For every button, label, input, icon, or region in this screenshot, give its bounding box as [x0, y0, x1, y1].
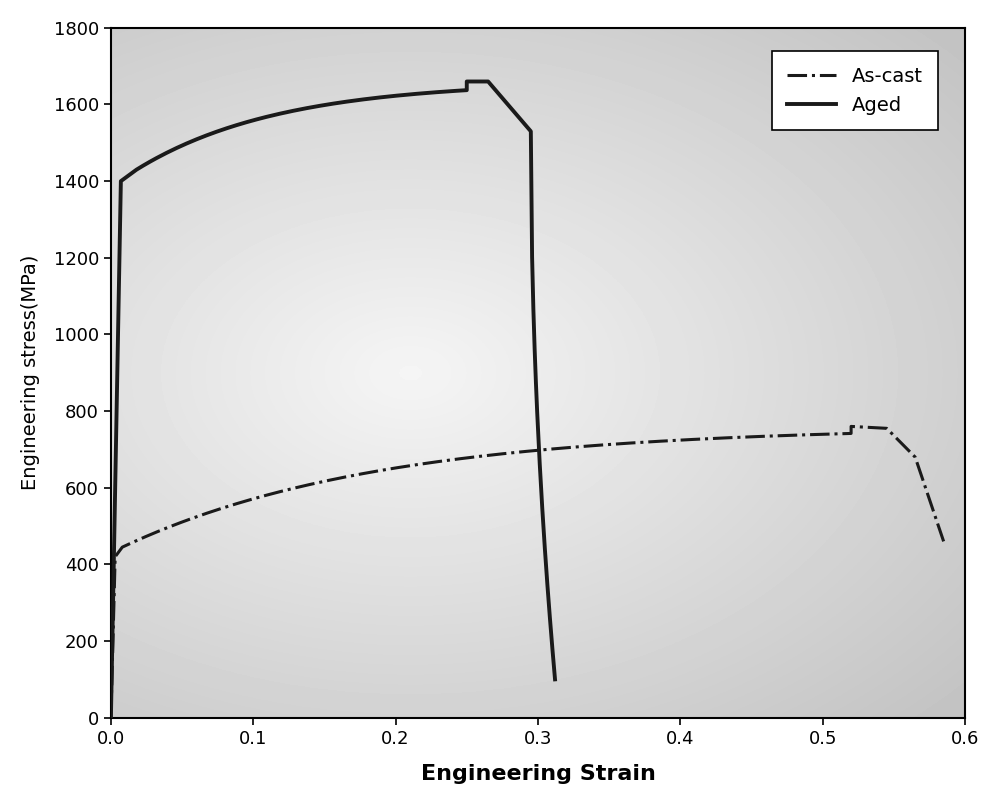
- Legend: As-cast, Aged: As-cast, Aged: [772, 52, 938, 130]
- As-cast: [109, 570, 121, 580]
- Aged: [503, 101, 515, 111]
- As-cast: [105, 713, 117, 723]
- Aged: [304, 103, 316, 113]
- Aged: [461, 76, 473, 86]
- Aged: [109, 510, 121, 519]
- As-cast: [845, 422, 857, 431]
- Aged: [470, 76, 482, 86]
- Aged: [105, 713, 117, 723]
- Aged: [549, 675, 561, 684]
- Y-axis label: Engineering stress(MPa): Engineering stress(MPa): [21, 255, 40, 490]
- Aged: [525, 126, 537, 136]
- Aged: [137, 161, 149, 171]
- As-cast: [672, 436, 684, 445]
- As-cast: [561, 443, 573, 452]
- As-cast: [678, 435, 690, 444]
- Line: Aged: Aged: [111, 81, 555, 718]
- As-cast: [938, 537, 950, 547]
- As-cast: [918, 479, 930, 489]
- X-axis label: Engineering Strain: Engineering Strain: [421, 764, 655, 784]
- As-cast: [620, 439, 632, 448]
- Line: As-cast: As-cast: [111, 427, 944, 718]
